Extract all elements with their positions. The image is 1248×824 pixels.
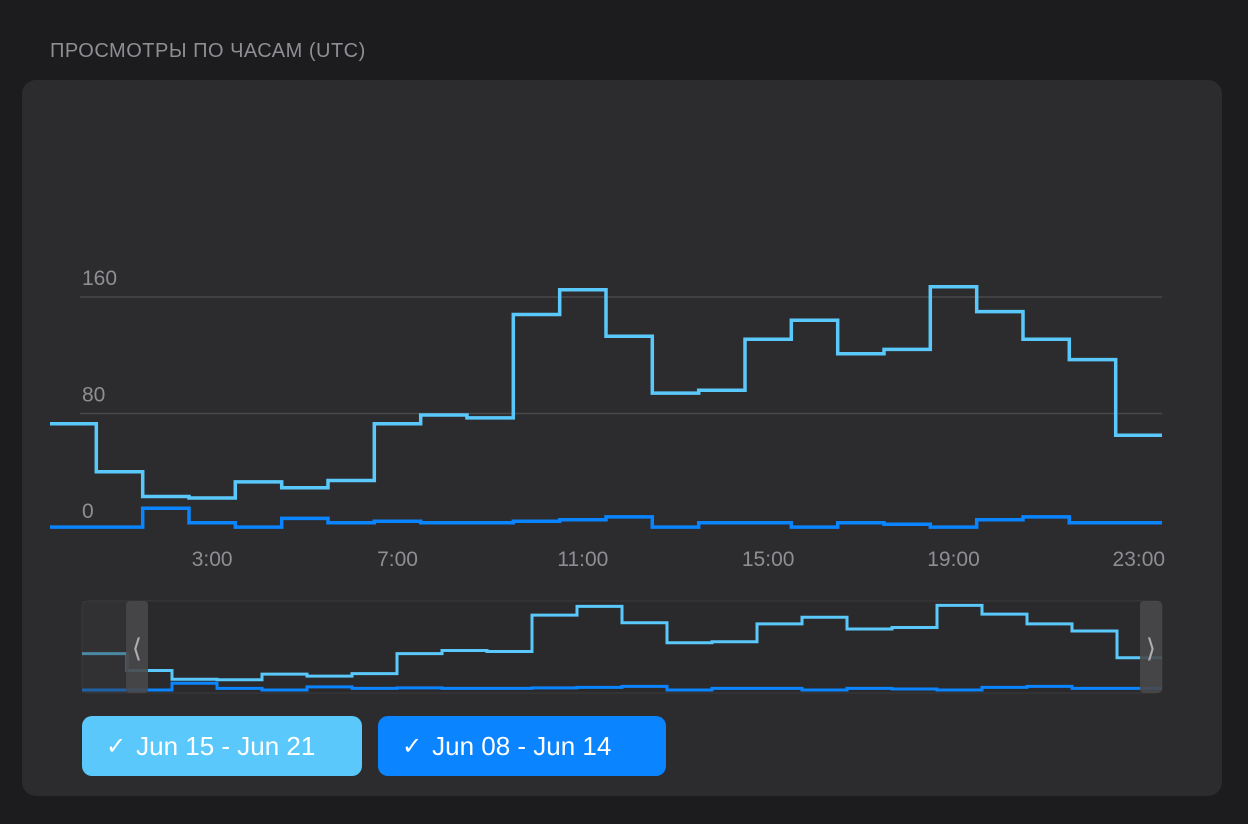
- check-icon: ✓: [106, 732, 127, 760]
- legend-label: Jun 08 - Jun 14: [432, 730, 612, 761]
- series-line-2: [50, 506, 1162, 529]
- x-tick-label: 15:00: [742, 548, 795, 571]
- legend-toggle-jun15-jun21[interactable]: ✓ Jun 15 - Jun 21: [82, 716, 362, 776]
- navigator-series-2: [82, 681, 1162, 692]
- chevron-right-icon: ⟩: [1146, 634, 1156, 664]
- y-tick-label: 0: [82, 500, 94, 523]
- section-title: ПРОСМОТРЫ ПО ЧАСАМ (UTC): [50, 40, 366, 62]
- range-handle-right[interactable]: [1140, 601, 1162, 693]
- series-line-1: [50, 285, 1162, 500]
- y-tick-label: 80: [82, 384, 105, 407]
- check-icon: ✓: [402, 732, 423, 760]
- x-tick-label: 23:00: [1113, 548, 1166, 571]
- legend-label: Jun 15 - Jun 21: [136, 730, 316, 761]
- x-tick-label: 11:00: [557, 548, 608, 571]
- legend-toggle-jun08-jun14[interactable]: ✓ Jun 08 - Jun 14: [378, 716, 666, 776]
- x-tick-label: 3:00: [192, 548, 233, 571]
- y-tick-label: 160: [82, 267, 117, 290]
- chevron-left-icon: ⟨: [132, 634, 142, 664]
- x-tick-label: 19:00: [927, 548, 980, 571]
- navigator-series-1: [82, 603, 1162, 682]
- navigator-mask-left: [82, 601, 128, 693]
- range-handle-left[interactable]: [126, 601, 148, 693]
- chart-card: 0 80 160 3:00 7:00 11:00 15:00 19:00 23:00 ⟨ ⟩ ✓ J…: [22, 80, 1222, 796]
- chart: 0 80 160 3:00 7:00 11:00 15:00 19:00 23:00 ⟨ ⟩: [50, 267, 1166, 694]
- x-tick-label: 7:00: [377, 548, 418, 571]
